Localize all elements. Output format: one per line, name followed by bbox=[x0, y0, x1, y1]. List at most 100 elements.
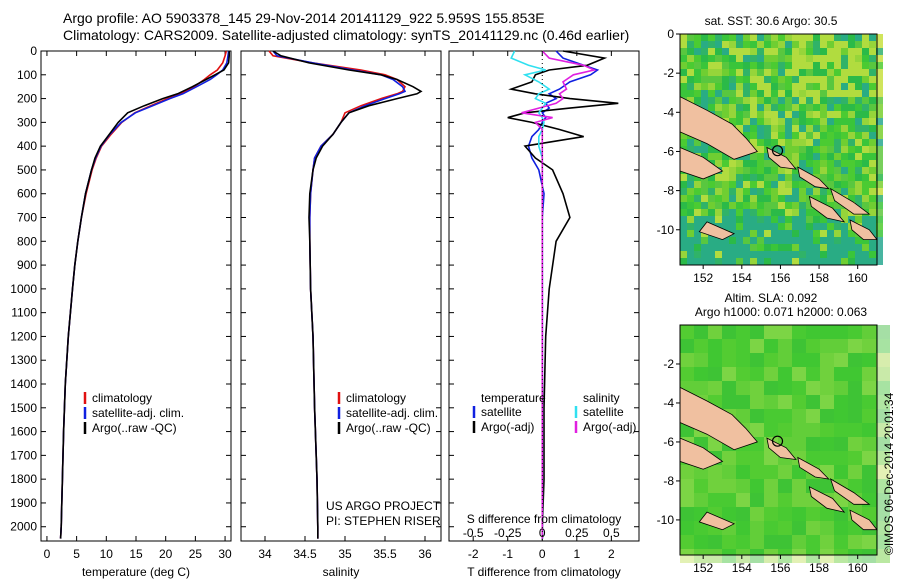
sst-map-cell bbox=[778, 223, 785, 230]
sst-map-cell bbox=[806, 55, 813, 62]
sst-map-cell bbox=[687, 97, 694, 104]
sst-map-cell bbox=[855, 41, 862, 48]
sla-map-cell bbox=[820, 423, 834, 437]
sst-map-cell bbox=[799, 97, 806, 104]
sst-map-cell bbox=[708, 202, 715, 209]
sst-map-cell bbox=[778, 104, 785, 111]
sst-map-cell bbox=[869, 97, 876, 104]
sst-map-cell bbox=[778, 83, 785, 90]
sst-map-cell bbox=[680, 237, 687, 244]
sst-map-cell bbox=[694, 146, 701, 153]
sla-map-cell bbox=[708, 367, 722, 381]
sst-map-cell bbox=[771, 69, 778, 76]
sst-map-cell bbox=[876, 181, 883, 188]
sst-map-cell bbox=[729, 34, 736, 41]
sla-map-cell bbox=[750, 507, 764, 521]
sst-map-cell bbox=[799, 251, 806, 258]
sst-map-cell bbox=[778, 216, 785, 223]
sla-map-cell bbox=[820, 381, 834, 395]
sst-map-cell bbox=[680, 139, 687, 146]
sla-lat-tick-label: -4 bbox=[663, 396, 674, 410]
sst-map-cell bbox=[757, 181, 764, 188]
sst-map-cell bbox=[722, 69, 729, 76]
sla-map-cell bbox=[848, 367, 862, 381]
sla-map-cell bbox=[862, 395, 876, 409]
sst-map-cell bbox=[736, 237, 743, 244]
sst-map-cell bbox=[687, 237, 694, 244]
sst-map-cell bbox=[771, 251, 778, 258]
sst-map-cell bbox=[806, 132, 813, 139]
sst-map-cell bbox=[785, 118, 792, 125]
sst-map-cell bbox=[694, 97, 701, 104]
sst-map-cell bbox=[778, 174, 785, 181]
sst-map-cell bbox=[764, 125, 771, 132]
sla-map-cell bbox=[680, 479, 694, 493]
sst-map-cell bbox=[855, 125, 862, 132]
sst-map-cell bbox=[799, 237, 806, 244]
sla-map-cell bbox=[750, 535, 764, 549]
sla-lat-tick-label: -2 bbox=[663, 357, 674, 371]
sst-map: 152 154 156 158 160 0 -2 -4 -6 -8 -10 bbox=[657, 27, 883, 285]
sst-map-cell bbox=[855, 69, 862, 76]
sst-map-cell bbox=[799, 160, 806, 167]
sst-map-cell bbox=[806, 139, 813, 146]
sst-map-cell bbox=[743, 41, 750, 48]
sst-map-cell bbox=[848, 188, 855, 195]
sst-map-cell bbox=[869, 55, 876, 62]
sst-map-cell bbox=[827, 160, 834, 167]
sla-map-cell bbox=[876, 437, 890, 451]
sla-map-cell bbox=[792, 549, 806, 563]
sst-map-cell bbox=[834, 69, 841, 76]
sla-map-cell bbox=[708, 465, 722, 479]
legend-entry: satellite-adj. clim. bbox=[92, 406, 184, 420]
sst-map-cell bbox=[834, 48, 841, 55]
sla-map-cell bbox=[876, 353, 890, 367]
sst-map-cell bbox=[736, 97, 743, 104]
sst-map-cell bbox=[862, 188, 869, 195]
sst-map-cell bbox=[841, 153, 848, 160]
sst-map-cell bbox=[729, 55, 736, 62]
sst-map-cell bbox=[848, 181, 855, 188]
sla-map-cell bbox=[750, 381, 764, 395]
sla-map-cell bbox=[792, 479, 806, 493]
sst-map-cell bbox=[841, 34, 848, 41]
sst-map-cell bbox=[750, 83, 757, 90]
sst-map-cell bbox=[694, 251, 701, 258]
sst-map-cell bbox=[687, 76, 694, 83]
sst-map-cell bbox=[778, 132, 785, 139]
depth-tick-label: 1900 bbox=[10, 496, 37, 510]
sst-map-cell bbox=[771, 202, 778, 209]
sst-map-cell bbox=[701, 104, 708, 111]
sst-map-cell bbox=[680, 216, 687, 223]
sla-map-cell bbox=[722, 451, 736, 465]
sla-map-cell bbox=[722, 367, 736, 381]
sst-map-cell bbox=[806, 97, 813, 104]
sst-map-cell bbox=[799, 111, 806, 118]
sst-map-cell bbox=[827, 76, 834, 83]
depth-tick-label: 1600 bbox=[10, 425, 37, 439]
sst-map-cell bbox=[687, 174, 694, 181]
sla-map-cell bbox=[694, 479, 708, 493]
sst-map-cell bbox=[862, 83, 869, 90]
sst-map-cell bbox=[680, 132, 687, 139]
sst-map-cell bbox=[869, 209, 876, 216]
sst-map-cell bbox=[736, 104, 743, 111]
sst-map-cell bbox=[729, 111, 736, 118]
sst-map-cell bbox=[743, 55, 750, 62]
sst-map-cell bbox=[806, 202, 813, 209]
sst-map-cell bbox=[876, 62, 883, 69]
sst-map-cell bbox=[715, 202, 722, 209]
sla-map-cell bbox=[694, 381, 708, 395]
sst-map-cell bbox=[729, 160, 736, 167]
sst-map-cell bbox=[848, 69, 855, 76]
land-island bbox=[849, 509, 878, 531]
sst-map-cell bbox=[729, 167, 736, 174]
sst-map-cell bbox=[750, 258, 757, 265]
sla-map-cell bbox=[778, 479, 792, 493]
sst-map-cell bbox=[764, 90, 771, 97]
sst-map-cell bbox=[722, 41, 729, 48]
sst-map-cell bbox=[750, 62, 757, 69]
sst-map-cell bbox=[750, 125, 757, 132]
sst-map-cell bbox=[785, 230, 792, 237]
sst-map-cell bbox=[841, 132, 848, 139]
